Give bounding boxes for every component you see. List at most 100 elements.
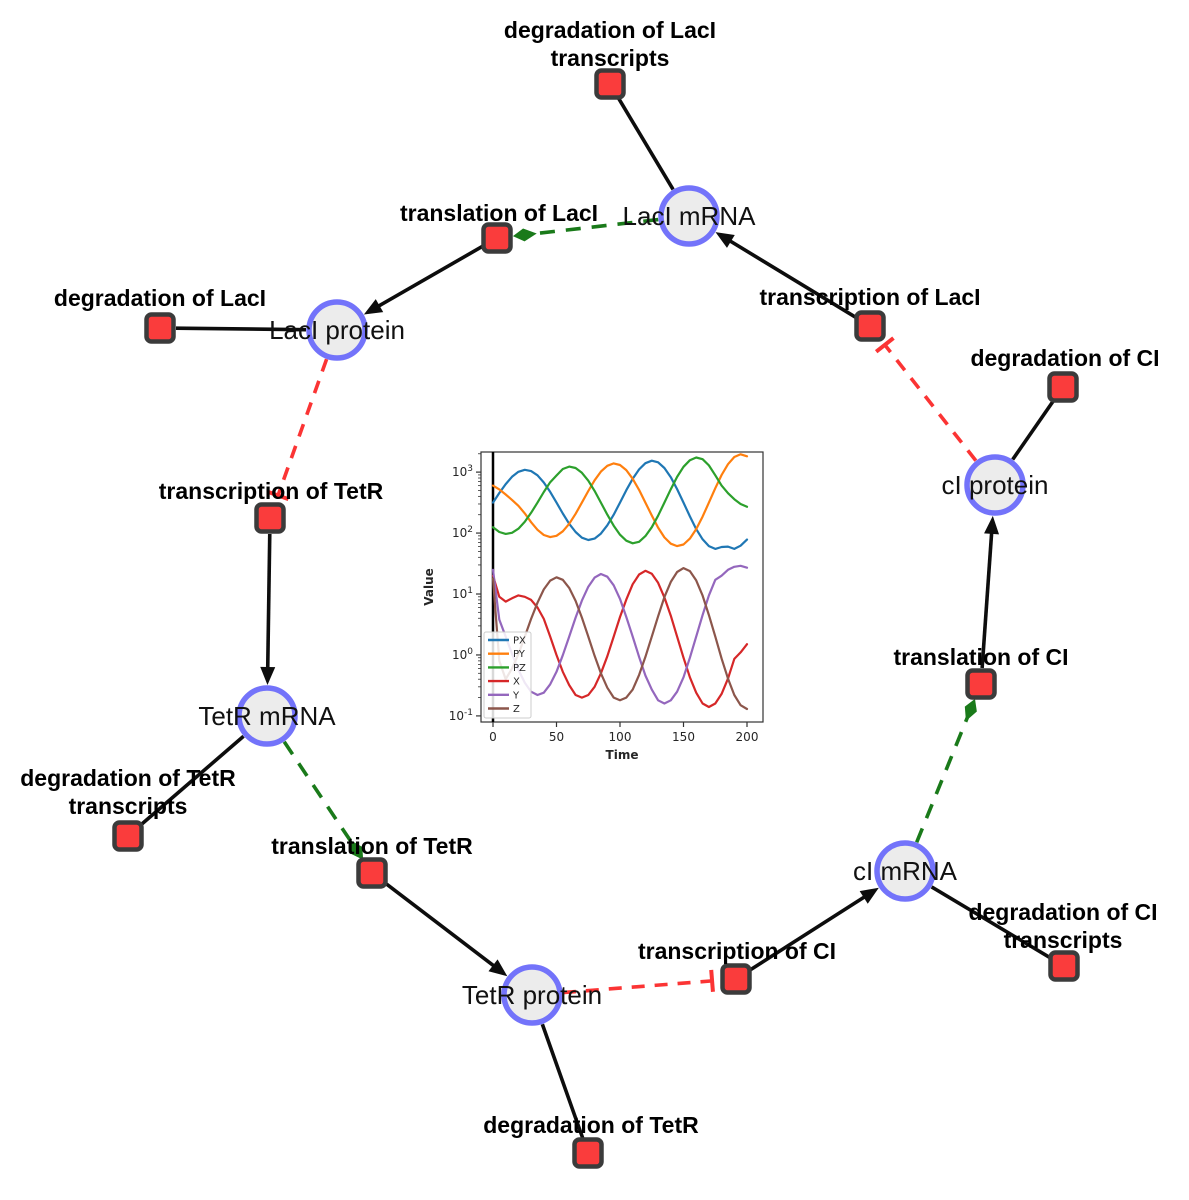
- series-Y: [491, 564, 749, 705]
- arrowhead-icon: [859, 887, 879, 904]
- species-node-tetr-protein[interactable]: [501, 964, 563, 1026]
- reaction-node-deg-tetr-transcripts[interactable]: [112, 820, 144, 852]
- ci-protein-label: cI protein: [942, 470, 1049, 500]
- tetr-protein-label: TetR protein: [462, 980, 602, 1010]
- x-tick-label: 150: [672, 730, 695, 744]
- reaction-node-transcription-tetr[interactable]: [254, 502, 286, 534]
- species-circle-icon[interactable]: [658, 185, 720, 247]
- edge-translation-ci-ci-protein: [980, 515, 1000, 669]
- reaction-square-icon[interactable]: [854, 310, 886, 342]
- deg-ci-label: degradation of CI: [970, 345, 1159, 371]
- translation-tetr-label: translation of TetR: [271, 833, 473, 859]
- species-node-tetr-mrna[interactable]: [236, 685, 298, 747]
- edge-tetr-mrna-translation-tetr: [282, 740, 364, 860]
- reaction-node-translation-ci[interactable]: [965, 668, 997, 700]
- activation-arrowhead-icon: [349, 839, 364, 860]
- species-circle-icon[interactable]: [236, 685, 298, 747]
- species-node-ci-protein[interactable]: [964, 454, 1026, 516]
- species-circle-icon[interactable]: [874, 840, 936, 902]
- reaction-square-icon[interactable]: [356, 857, 388, 889]
- edge-transcription-laci-laci-mrna: [715, 232, 858, 320]
- reaction-square-icon[interactable]: [481, 222, 513, 254]
- y-tick-label: 10-1: [449, 708, 473, 723]
- reaction-square-icon[interactable]: [720, 963, 752, 995]
- species-node-laci-protein[interactable]: [306, 299, 368, 361]
- reaction-node-transcription-laci[interactable]: [854, 310, 886, 342]
- legend-label-PX: PX: [513, 636, 526, 647]
- arrowhead-icon: [488, 959, 508, 977]
- reaction-square-icon[interactable]: [112, 820, 144, 852]
- edge-ci-mrna-deg-ci-transcripts: [930, 885, 1052, 960]
- species-circle-icon[interactable]: [964, 454, 1026, 516]
- legend-label-X: X: [513, 677, 520, 688]
- series-PZ: [491, 456, 749, 545]
- x-tick-label: 100: [609, 730, 632, 744]
- y-tick-label: 102: [452, 525, 473, 540]
- x-axis-title: Time: [606, 748, 639, 762]
- edge-tetr-mrna-deg-tetr-transcripts: [138, 734, 245, 827]
- reaction-node-transcription-ci[interactable]: [720, 963, 752, 995]
- inhibition-tbar-icon: [267, 489, 290, 501]
- edge-ci-protein-deg-ci: [1011, 399, 1056, 461]
- reaction-node-deg-laci-transcripts[interactable]: [594, 68, 626, 100]
- x-tick-label: 50: [549, 730, 564, 744]
- deg-laci-label: degradation of LacI: [54, 285, 266, 311]
- reaction-node-translation-tetr[interactable]: [356, 857, 388, 889]
- arrowhead-icon: [715, 232, 735, 248]
- arrowhead-icon: [260, 666, 276, 686]
- series-X: [491, 569, 749, 709]
- reaction-square-icon[interactable]: [1048, 950, 1080, 982]
- species-node-laci-mrna[interactable]: [658, 185, 720, 247]
- reaction-square-icon[interactable]: [254, 502, 286, 534]
- edge-tetr-protein-transcription-ci: [562, 969, 715, 995]
- edge-laci-mrna-translation-laci: [512, 217, 659, 242]
- chart-legend: PX PY PZ XYZ: [483, 631, 532, 719]
- edge-laci-protein-deg-laci: [175, 326, 307, 332]
- legend-label-PY: PY: [513, 649, 526, 660]
- y-axis-title: Value: [422, 568, 436, 606]
- reaction-square-icon[interactable]: [144, 312, 176, 344]
- series-PX: [491, 459, 749, 551]
- ci-mrna-label: cI mRNA: [853, 856, 958, 886]
- deg-tetr-transcripts-label: degradation of TetR transcripts: [20, 765, 236, 819]
- y-tick-label: 103: [452, 464, 473, 479]
- inhibition-tbar-icon: [874, 336, 895, 354]
- reaction-node-translation-laci[interactable]: [481, 222, 513, 254]
- species-node-ci-mrna[interactable]: [874, 840, 936, 902]
- edge-translation-laci-laci-protein: [363, 244, 485, 315]
- reaction-node-deg-ci-transcripts[interactable]: [1048, 950, 1080, 982]
- deg-ci-transcripts-label: degradation of CI transcripts: [968, 899, 1157, 953]
- species-circle-icon[interactable]: [306, 299, 368, 361]
- series-PY: [491, 453, 749, 548]
- edge-translation-tetr-tetr-protein: [383, 881, 508, 977]
- arrowhead-icon: [984, 515, 1000, 535]
- reaction-square-icon[interactable]: [572, 1137, 604, 1169]
- reaction-node-deg-laci[interactable]: [144, 312, 176, 344]
- y-tick-label: 101: [452, 586, 473, 601]
- reaction-square-icon[interactable]: [965, 668, 997, 700]
- edge-deg-laci-transcripts-laci-mrna: [616, 96, 675, 191]
- transcription-laci-label: transcription of LacI: [759, 284, 980, 310]
- activation-arrowhead-icon: [512, 228, 537, 242]
- reaction-node-deg-tetr[interactable]: [572, 1137, 604, 1169]
- reaction-node-deg-ci[interactable]: [1047, 371, 1079, 403]
- transcription-tetr-label: transcription of TetR: [159, 478, 384, 504]
- legend-label-Y: Y: [512, 690, 520, 701]
- deg-tetr-label: degradation of TetR: [483, 1112, 699, 1138]
- transcription-ci-label: transcription of CI: [638, 938, 836, 964]
- activation-arrowhead-icon: [964, 698, 977, 722]
- translation-laci-label: translation of LacI: [400, 200, 598, 226]
- reaction-square-icon[interactable]: [594, 68, 626, 100]
- x-tick-label: 0: [489, 730, 497, 744]
- reaction-square-icon[interactable]: [1047, 371, 1079, 403]
- species-circle-icon[interactable]: [501, 964, 563, 1026]
- edge-laci-protein-transcription-tetr: [267, 358, 329, 501]
- laci-protein-label: LacI protein: [269, 315, 405, 345]
- laci-mrna-label: LacI mRNA: [623, 201, 757, 231]
- y-tick-label: 100: [452, 647, 473, 662]
- edge-transcription-tetr-tetr-mrna: [260, 533, 276, 686]
- edge-transcription-ci-ci-mrna: [748, 887, 879, 972]
